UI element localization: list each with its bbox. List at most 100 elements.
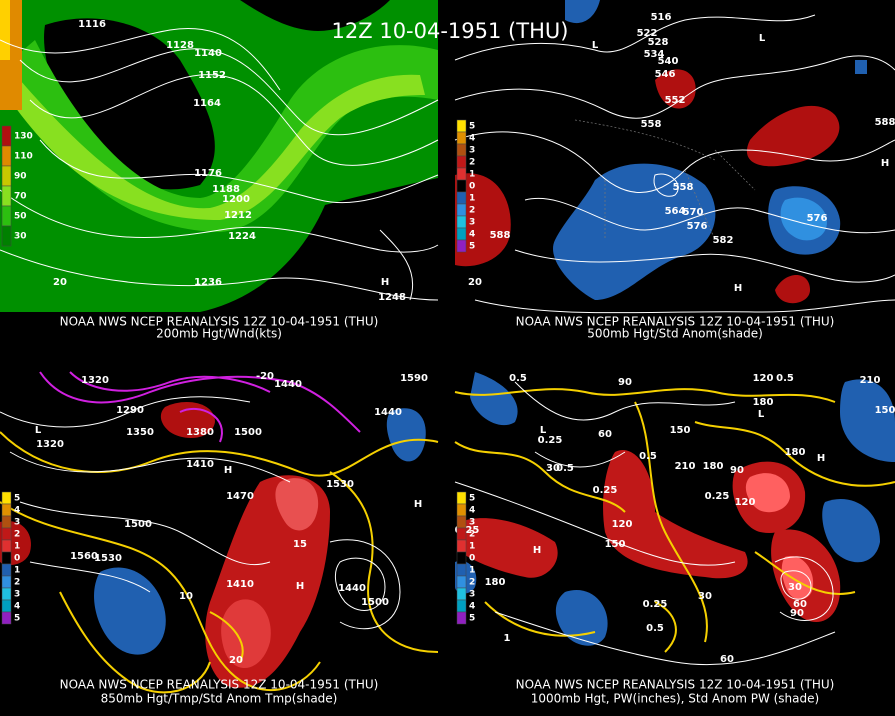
panel-caption: NOAA NWS NCEP REANALYSIS 12Z 10-04-1951 … bbox=[60, 678, 379, 692]
contour-label: 564 bbox=[665, 206, 686, 217]
height-contours bbox=[0, 396, 401, 630]
legend-label: 5 bbox=[469, 242, 475, 252]
legend-swatch bbox=[456, 515, 467, 529]
contour-label: 210 bbox=[675, 461, 696, 472]
panel-caption: NOAA NWS NCEP REANALYSIS 12Z 10-04-1951 … bbox=[516, 315, 835, 329]
legend-swatch bbox=[1, 165, 12, 187]
contour-label: 1500 bbox=[234, 427, 262, 438]
temperature-contours bbox=[0, 431, 439, 694]
legend-swatch bbox=[456, 215, 467, 229]
contour-label: 1500 bbox=[124, 519, 152, 530]
contour-label: 1380 bbox=[186, 427, 214, 438]
contour-label: 576 bbox=[687, 221, 708, 232]
contour-label: 90 bbox=[618, 377, 632, 388]
legend-swatch bbox=[456, 551, 467, 565]
contour-label: 528 bbox=[648, 37, 669, 48]
legend-label: 5 bbox=[469, 614, 475, 624]
map-title: 12Z 10-04-1951 (THU) bbox=[332, 19, 569, 43]
contour-label: H bbox=[817, 453, 825, 464]
panel-200mb bbox=[0, 0, 439, 340]
legend-label: 3 bbox=[469, 518, 475, 528]
legend-swatch bbox=[1, 575, 12, 589]
legend-label: 1 bbox=[469, 170, 475, 180]
legend-swatch bbox=[456, 575, 467, 589]
contour-label: 180 bbox=[753, 397, 774, 408]
contour-label: H bbox=[224, 465, 232, 476]
contour-label: 546 bbox=[655, 69, 676, 80]
contour-label: -20 bbox=[256, 371, 274, 382]
legend-swatch bbox=[1, 225, 12, 247]
contour-label: 20 bbox=[229, 655, 243, 666]
legend-swatch bbox=[1, 527, 12, 541]
contour-label: 1224 bbox=[228, 231, 256, 242]
contour-label: 15 bbox=[293, 539, 307, 550]
panel-caption: 850mb Hgt/Tmp/Std Anom Tmp(shade) bbox=[101, 692, 338, 706]
contour-label: 1500 bbox=[361, 597, 389, 608]
legend-label: 3 bbox=[469, 218, 475, 228]
contour-label: H bbox=[881, 158, 889, 169]
contour-label: 120 bbox=[612, 519, 633, 530]
legend-label: 2 bbox=[14, 578, 20, 588]
contour-label: 150 bbox=[875, 405, 895, 416]
legend-swatch bbox=[1, 503, 12, 517]
contour-label: 20 bbox=[53, 277, 67, 288]
contour-label: 1290 bbox=[116, 405, 144, 416]
contour-label: 588 bbox=[490, 230, 511, 241]
legend-label: 1 bbox=[14, 542, 20, 552]
legend-swatch bbox=[1, 551, 12, 565]
contour-label: L bbox=[758, 409, 765, 420]
contour-label: 1320 bbox=[81, 375, 109, 386]
contour-label: 180 bbox=[785, 447, 806, 458]
legend-swatch bbox=[456, 119, 467, 133]
height-contours bbox=[0, 28, 439, 301]
legend-label: 5 bbox=[14, 614, 20, 624]
contour-label: 1248 bbox=[378, 292, 406, 303]
contour-label: H bbox=[381, 277, 389, 288]
contour-label: 576 bbox=[807, 213, 828, 224]
pw-contours bbox=[454, 388, 895, 653]
legend-swatch bbox=[456, 491, 467, 505]
legend-label: 130 bbox=[14, 132, 33, 142]
contour-label: 1470 bbox=[226, 491, 254, 502]
legend-label: 0 bbox=[14, 554, 20, 564]
legend-label: 2 bbox=[469, 158, 475, 168]
contour-label: H bbox=[533, 545, 541, 556]
legend-label: 3 bbox=[14, 518, 20, 528]
contour-label: 0.25 bbox=[593, 485, 618, 496]
contour-label: H bbox=[296, 581, 304, 592]
contour-label: 516 bbox=[651, 12, 672, 23]
legend-swatch bbox=[456, 179, 467, 193]
contour-label: 1410 bbox=[186, 459, 214, 470]
legend-swatch bbox=[1, 125, 12, 147]
contour-label: H bbox=[734, 283, 742, 294]
contour-label: 30 bbox=[698, 591, 712, 602]
contour-label: 1128 bbox=[166, 40, 194, 51]
legend-label: 110 bbox=[14, 152, 33, 162]
legend-label: 4 bbox=[14, 602, 20, 612]
legend-label: 1 bbox=[469, 542, 475, 552]
legend-label: 1 bbox=[469, 566, 475, 576]
legend-label: 2 bbox=[469, 578, 475, 588]
contour-label: 1530 bbox=[94, 553, 122, 564]
legend-swatch bbox=[456, 599, 467, 613]
contour-label: 1590 bbox=[400, 373, 428, 384]
contour-label: 0.5 bbox=[776, 373, 794, 384]
contour-label: H bbox=[414, 499, 422, 510]
legend-swatch bbox=[456, 563, 467, 577]
contour-label: 1116 bbox=[78, 19, 106, 30]
contour-label: 522 bbox=[637, 28, 658, 39]
legend-label: 5 bbox=[469, 494, 475, 504]
panel-850mb bbox=[0, 371, 439, 716]
contour-label: 1188 bbox=[212, 184, 240, 195]
legend-swatch bbox=[1, 599, 12, 613]
legend-label: 0 bbox=[469, 182, 475, 192]
legend-label: 0 bbox=[469, 554, 475, 564]
panel-annotations: 5165225285345405465525585585645705765825… bbox=[456, 12, 895, 341]
contour-label: 180 bbox=[703, 461, 724, 472]
contour-label: 534 bbox=[644, 49, 665, 60]
legend-label: 2 bbox=[469, 530, 475, 540]
legend-swatch bbox=[456, 131, 467, 145]
contour-label: 60 bbox=[598, 429, 612, 440]
